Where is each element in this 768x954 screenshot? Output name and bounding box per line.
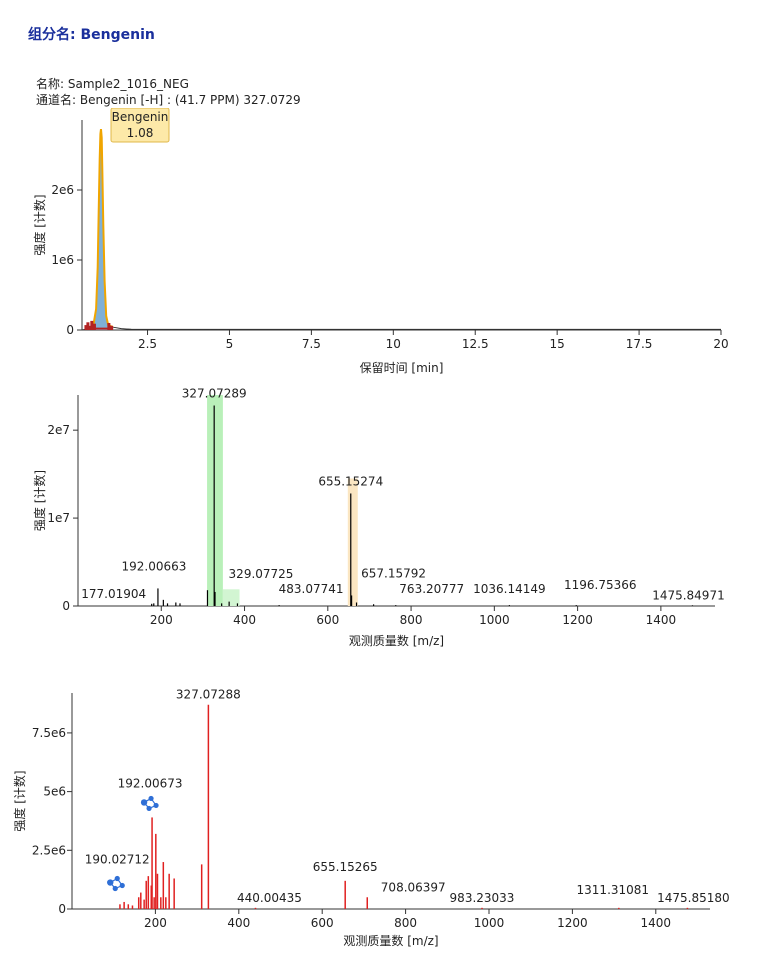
x-tick-label: 7.5	[302, 337, 321, 351]
peak-callout-box	[110, 108, 170, 143]
peak-label: 657.15792	[361, 566, 426, 580]
x-tick-label: 1400	[646, 613, 677, 627]
peak-label: 177.01904	[81, 587, 146, 601]
chromatogram-trace	[81, 129, 721, 331]
chromatogram-peak-outline	[92, 128, 114, 329]
x-tick-label: 1000	[479, 613, 510, 627]
y-tick-label: 2.5e6	[32, 843, 66, 857]
structure-bonds	[109, 877, 124, 890]
highlight-band	[347, 478, 358, 606]
peak-callout-name: Bengenin	[112, 110, 169, 124]
highlight-band	[207, 395, 223, 606]
peak-label: 1311.31081	[577, 883, 650, 897]
highlight-band	[222, 589, 240, 606]
peak-label: 708.06397	[381, 880, 446, 894]
page-title: 组分名: Bengenin	[28, 27, 155, 43]
y-tick-label: 0	[66, 323, 74, 337]
peak-label: 983.23033	[450, 891, 515, 905]
peak-label: 440.00435	[237, 891, 302, 905]
x-tick-label: 400	[233, 613, 256, 627]
y-axis-title: 强度 [计数]	[32, 470, 47, 531]
structure-icon-192	[140, 795, 159, 812]
y-tick-label: 2e6	[51, 183, 74, 197]
x-tick-label: 12.5	[462, 337, 489, 351]
peak-label: 190.02712	[85, 853, 150, 867]
peak-label: 655.15274	[318, 474, 383, 488]
y-tick-label: 5e6	[43, 785, 66, 799]
peak-label: 1475.85180	[657, 891, 730, 905]
ms1-spectrum-chart: 200 400 600 800 1000 1200 1400 0 1e7 2e7 观测质量数 [m/…	[32, 387, 725, 648]
peak-label: 192.00663	[121, 559, 186, 573]
peak-label: 483.07741	[279, 582, 344, 596]
x-tick-label: 1000	[474, 916, 505, 930]
ms2-spectrum-chart: 200 400 600 800 1000 1200 1400 0 2.5e6 5e6 7.5e6 观测…	[12, 688, 730, 948]
x-tick-label: 20	[713, 337, 728, 351]
peak-label: 1196.75366	[564, 578, 637, 592]
channel-name: 通道名: Bengenin [-H] : (41.7 PPM) 327.0729	[36, 93, 301, 107]
peak-label: 327.07288	[176, 688, 241, 702]
peak-callout-rt: 1.08	[127, 126, 154, 140]
structure-icon-190	[107, 875, 125, 892]
y-tick-label: 2e7	[47, 423, 70, 437]
y-tick-label: 1e7	[47, 511, 70, 525]
peak-label: 763.20777	[399, 582, 464, 596]
x-axis-title: 观测质量数 [m/z]	[343, 933, 438, 948]
x-tick-label: 17.5	[626, 337, 653, 351]
x-tick-label: 5	[226, 337, 234, 351]
x-tick-label: 200	[144, 916, 167, 930]
x-tick-label: 1200	[557, 916, 588, 930]
x-tick-label: 800	[400, 613, 423, 627]
chromatogram-chart: 2.5 5 7.5 10 12.5 15 17.5 20 0 1e6 2e6 保留时间 [min] 强度…	[32, 108, 729, 375]
structure-bonds	[143, 797, 157, 810]
x-tick-label: 800	[394, 916, 417, 930]
y-tick-label: 1e6	[51, 253, 74, 267]
x-axis-title: 观测质量数 [m/z]	[349, 633, 444, 648]
peak-label: 192.00673	[118, 776, 183, 790]
x-tick-label: 600	[316, 613, 339, 627]
peak-label: 1475.84971	[652, 588, 725, 602]
peak-label: 327.07289	[182, 387, 247, 401]
x-tick-label: 2.5	[138, 337, 157, 351]
x-tick-label: 1400	[641, 916, 672, 930]
peak-label: 655.15265	[313, 860, 378, 874]
sample-name: 名称: Sample2_1016_NEG	[36, 77, 189, 91]
peak-label: 1036.14149	[473, 582, 546, 596]
x-tick-label: 15	[550, 337, 565, 351]
x-axis-title: 保留时间 [min]	[360, 361, 444, 375]
x-tick-label: 400	[227, 916, 250, 930]
peak-label: 329.07725	[229, 567, 294, 581]
x-tick-label: 1200	[562, 613, 593, 627]
y-tick-label: 0	[62, 599, 70, 613]
x-tick-label: 10	[386, 337, 401, 351]
y-axis-title: 强度 [计数]	[12, 770, 27, 831]
y-tick-label: 0	[58, 902, 66, 916]
x-tick-label: 200	[150, 613, 173, 627]
y-tick-label: 7.5e6	[32, 726, 66, 740]
y-axis-title: 强度 [计数]	[32, 194, 47, 255]
x-tick-label: 600	[311, 916, 334, 930]
